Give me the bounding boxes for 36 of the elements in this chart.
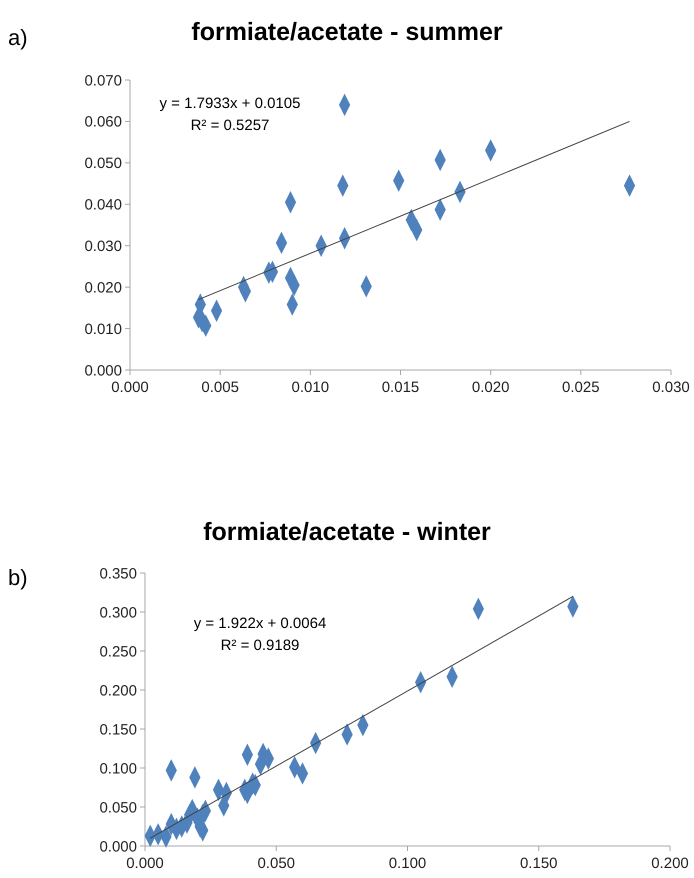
y-tick-label: 0.010: [84, 320, 122, 338]
x-tick-label: 0.005: [201, 379, 239, 396]
y-tick-label: 0.050: [84, 155, 122, 172]
y-tick-label: 0.100: [99, 760, 137, 778]
x-tick-label: 0.015: [382, 379, 420, 396]
annotation: R² = 0.5257: [190, 117, 270, 134]
text: a): [8, 25, 28, 50]
x-tick-label: 0.000: [126, 855, 164, 872]
chart-title: formiate/acetate - summer: [191, 18, 503, 46]
chart-title: formiate/acetate - winter: [203, 518, 492, 546]
x-tick-label: 0.010: [292, 379, 330, 396]
x-tick-label: 0.100: [388, 855, 426, 872]
x-tick-label: 0.030: [652, 379, 690, 396]
annotation: R² = 0.9189: [220, 637, 300, 654]
x-tick-label: 0.050: [257, 855, 296, 872]
y-tick-label: 0.070: [84, 72, 122, 90]
y-tick-label: 0.000: [84, 362, 122, 380]
y-tick-label: 0.200: [99, 682, 137, 700]
y-tick-label: 0.250: [99, 643, 137, 660]
y-tick-label: 0.040: [84, 196, 122, 214]
y-tick-label: 0.050: [99, 799, 137, 816]
x-tick-label: 0.200: [651, 855, 689, 872]
y-tick-label: 0.030: [84, 238, 122, 255]
text: b): [8, 565, 28, 590]
x-tick-label: 0.025: [562, 379, 600, 396]
y-tick-label: 0.020: [84, 279, 122, 296]
y-tick-label: 0.350: [99, 565, 137, 582]
annotation: y = 1.7933x + 0.0105: [160, 95, 300, 112]
annotation: y = 1.922x + 0.0064: [194, 615, 326, 632]
y-tick-label: 0.060: [84, 114, 122, 131]
y-tick-label: 0.150: [99, 721, 137, 738]
y-tick-label: 0.000: [99, 838, 137, 856]
x-tick-label: 0.150: [520, 855, 558, 872]
x-tick-label: 0.000: [111, 379, 149, 396]
x-tick-label: 0.020: [472, 379, 510, 396]
y-tick-label: 0.300: [99, 604, 137, 622]
